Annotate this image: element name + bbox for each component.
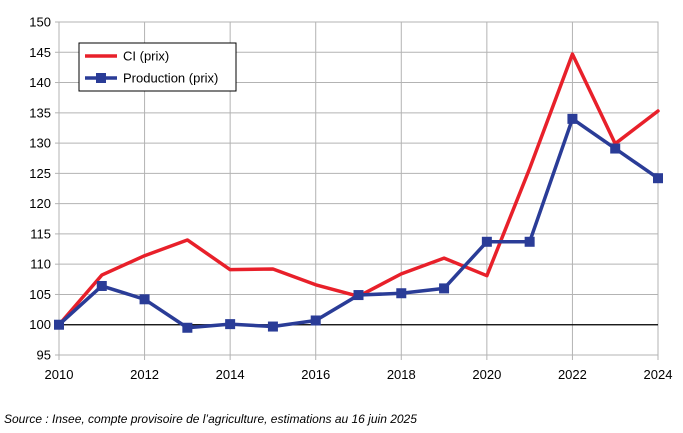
plot-border xyxy=(58,21,659,356)
data-point xyxy=(267,321,278,332)
series-layer xyxy=(54,52,663,333)
y-tick-label: 100 xyxy=(29,317,51,332)
x-tick-label: 2010 xyxy=(45,367,74,382)
data-point xyxy=(396,288,407,299)
tick-labels: 95 100 105 110 115 120 125 130 135 140 145 150 2010 2… xyxy=(29,15,672,383)
x-tick-label: 2014 xyxy=(216,367,245,382)
legend-label: Production (prix) xyxy=(123,71,218,86)
line-chart: 95 100 105 110 115 120 125 130 135 140 145 150 2010 2… xyxy=(29,15,672,383)
legend-item: CI (prix) xyxy=(85,49,169,64)
data-point xyxy=(481,236,492,247)
series-ci-prix xyxy=(57,52,660,327)
data-point xyxy=(567,113,578,124)
data-point xyxy=(524,236,535,247)
x-tick-label: 2022 xyxy=(558,367,587,382)
y-tick-label: 130 xyxy=(29,136,51,151)
x-tick-label: 2020 xyxy=(472,367,501,382)
y-tick-label: 120 xyxy=(29,196,51,211)
legend-marker xyxy=(96,73,106,83)
source-note: Source : Insee, compte provisoire de l’a… xyxy=(4,412,417,426)
legend: CI (prix) Production (prix) xyxy=(78,42,237,92)
data-point xyxy=(182,322,193,333)
y-tick-label: 115 xyxy=(30,226,51,241)
y-tick-label: 125 xyxy=(29,166,51,181)
data-point xyxy=(54,319,64,330)
data-point xyxy=(310,315,321,326)
y-tick-label: 145 xyxy=(29,45,51,60)
data-point xyxy=(610,143,621,154)
series-production-prix xyxy=(54,113,663,333)
series-line xyxy=(57,52,660,327)
data-point xyxy=(353,290,364,301)
data-point xyxy=(653,173,663,184)
y-tick-label: 110 xyxy=(30,257,51,272)
x-tick-label: 2016 xyxy=(301,367,330,382)
data-point xyxy=(225,319,236,330)
x-tick-label: 2024 xyxy=(644,367,673,382)
y-tick-label: 95 xyxy=(37,348,51,363)
y-tick-label: 140 xyxy=(29,75,51,90)
x-tick-label: 2018 xyxy=(387,367,416,382)
y-tick-label: 105 xyxy=(29,287,51,302)
axes xyxy=(58,21,659,356)
x-tick-label: 2012 xyxy=(130,367,159,382)
y-tick-label: 135 xyxy=(29,105,51,120)
y-tick-label: 150 xyxy=(29,15,51,30)
legend-item: Production (prix) xyxy=(85,71,218,86)
data-point xyxy=(439,283,450,294)
legend-label: CI (prix) xyxy=(123,49,169,64)
data-point xyxy=(139,294,150,305)
data-point xyxy=(96,280,107,291)
